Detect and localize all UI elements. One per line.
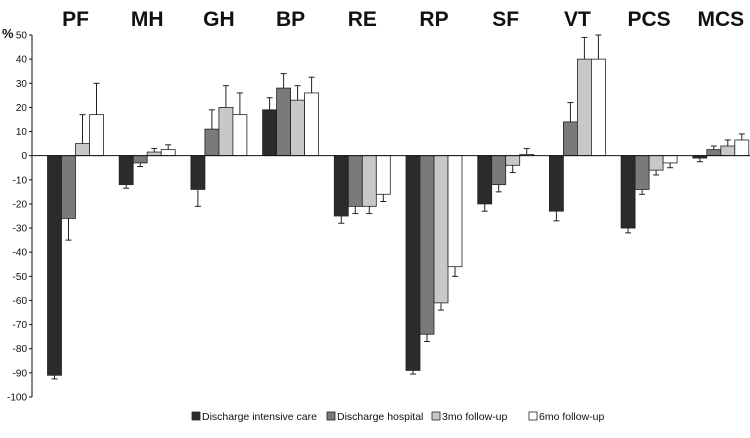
y-ticks-layer: 50 40 30 20 10 0 -10 -20 -30 -40 -50 -60 -70 -80 -90 -1…	[7, 31, 32, 404]
bar	[89, 114, 104, 157]
bar	[734, 139, 750, 157]
bar	[47, 155, 62, 376]
y-tick-label: -90	[13, 368, 28, 379]
bar	[505, 155, 521, 166]
legend-label: Discharge intensive care	[202, 411, 317, 423]
legend-swatch	[191, 411, 201, 421]
bar	[419, 155, 435, 335]
legend-label: Discharge hospital	[337, 411, 423, 423]
y-tick-label: 10	[16, 127, 28, 138]
legend-swatch	[326, 411, 336, 421]
bar	[132, 155, 148, 164]
y-tick-label: -50	[13, 272, 28, 283]
category-label: RE	[348, 8, 377, 31]
y-tick-label: -40	[13, 248, 28, 259]
legend: Discharge intensive care Discharge hospit…	[191, 411, 605, 423]
bar	[304, 92, 320, 157]
bar	[477, 155, 493, 205]
bar	[333, 155, 349, 217]
bar	[549, 155, 564, 212]
category-label: GH	[203, 8, 235, 31]
bar	[375, 155, 391, 195]
bar	[447, 155, 463, 268]
y-tick-label: -30	[13, 224, 28, 235]
bar	[276, 87, 292, 157]
legend-label: 6mo follow-up	[539, 411, 605, 423]
legend-swatch	[528, 411, 538, 421]
bar	[577, 58, 592, 157]
bar	[361, 155, 377, 207]
category-label: RP	[419, 8, 448, 31]
bar	[620, 155, 636, 229]
y-axis-unit-label: %	[2, 26, 14, 41]
bar	[433, 155, 449, 304]
bar	[634, 155, 650, 190]
category-label: SF	[492, 8, 519, 31]
bar	[563, 121, 578, 157]
y-tick-label: -60	[13, 296, 28, 307]
y-tick-label: -100	[7, 393, 27, 404]
category-labels: PF MH GH BP RE RP SF VT PCS MCS	[62, 8, 744, 31]
bar	[146, 151, 162, 157]
y-tick-label: 0	[21, 151, 27, 162]
bar	[61, 155, 76, 219]
bar	[491, 155, 507, 186]
category-label: MCS	[697, 8, 744, 31]
bar	[75, 143, 90, 157]
bar	[160, 149, 176, 157]
legend-label: 3mo follow-up	[442, 411, 508, 423]
bar	[591, 58, 606, 157]
y-tick-label: 40	[16, 55, 28, 66]
category-label: PCS	[628, 8, 671, 31]
bar	[232, 114, 248, 157]
bar	[347, 155, 363, 207]
bar	[204, 128, 220, 157]
error-bars-layer	[51, 34, 745, 380]
legend-swatch	[431, 411, 441, 421]
bar	[218, 107, 234, 157]
bar	[405, 155, 421, 371]
bar	[720, 145, 736, 157]
bar	[662, 155, 678, 164]
bar	[190, 155, 206, 190]
bar	[118, 155, 134, 186]
bar	[706, 149, 722, 157]
y-tick-label: -20	[13, 199, 28, 210]
y-tick-label: 20	[16, 103, 28, 114]
y-tick-label: -10	[13, 175, 28, 186]
category-label: PF	[62, 8, 89, 31]
bar	[648, 155, 664, 171]
y-tick-label: 30	[16, 79, 28, 90]
y-tick-label: -70	[13, 320, 28, 331]
bar	[262, 109, 278, 157]
category-label: VT	[564, 8, 591, 31]
category-label: BP	[276, 8, 305, 31]
bar	[290, 99, 306, 157]
category-label: MH	[131, 8, 164, 31]
y-tick-label: -80	[13, 344, 28, 355]
y-tick-label: 50	[16, 31, 28, 42]
bars-layer	[47, 58, 750, 376]
